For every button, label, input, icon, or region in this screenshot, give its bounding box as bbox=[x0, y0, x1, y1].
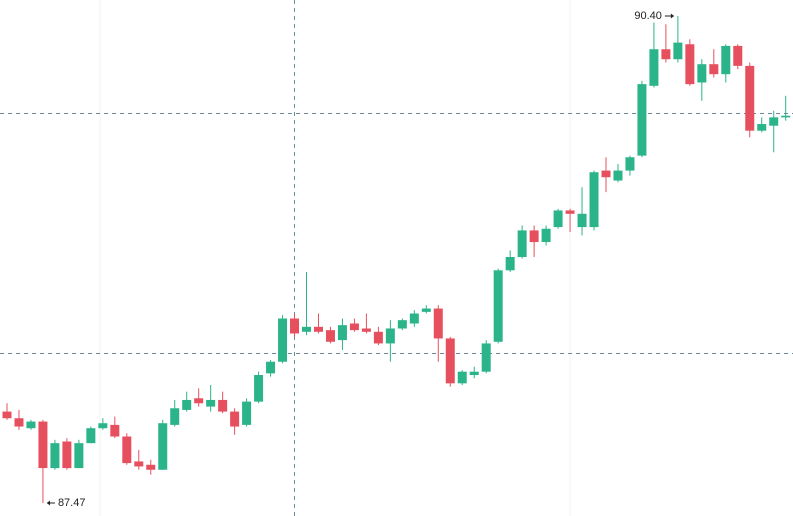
candle-body bbox=[170, 408, 180, 425]
candle-body bbox=[2, 411, 12, 419]
candle-body bbox=[26, 421, 36, 429]
min-label: 87.47 bbox=[58, 497, 86, 509]
candle-body bbox=[373, 331, 383, 344]
candle-body bbox=[98, 423, 108, 429]
candle-body bbox=[397, 320, 407, 329]
candle-body bbox=[721, 45, 731, 75]
candle-body bbox=[469, 371, 479, 376]
candle-body bbox=[385, 328, 395, 344]
candle-body bbox=[230, 411, 240, 427]
candle-body bbox=[685, 44, 695, 85]
candle-body bbox=[409, 313, 419, 324]
candle-body bbox=[541, 228, 551, 243]
candle-body bbox=[361, 328, 371, 332]
candle-body bbox=[769, 117, 779, 126]
candle-body bbox=[50, 443, 60, 469]
candle-body bbox=[565, 210, 575, 214]
candle-body bbox=[649, 49, 659, 86]
candle-body bbox=[433, 308, 443, 339]
candle-body bbox=[781, 115, 791, 118]
candle-body bbox=[86, 428, 96, 444]
candle-body bbox=[278, 318, 288, 362]
candle-body bbox=[493, 270, 503, 342]
candle-body bbox=[349, 323, 359, 331]
candle-body bbox=[553, 210, 563, 228]
candle-body bbox=[74, 443, 84, 469]
candle-body bbox=[481, 343, 491, 372]
candle-body bbox=[325, 330, 335, 342]
candle-body bbox=[457, 371, 467, 384]
candle-body bbox=[110, 424, 120, 437]
candle-body bbox=[601, 170, 611, 178]
candle-body bbox=[62, 441, 72, 469]
candle-body bbox=[302, 326, 311, 332]
candle-body bbox=[14, 418, 24, 427]
min-arrow-head bbox=[46, 500, 50, 506]
candle-body bbox=[266, 361, 276, 374]
candle-body bbox=[625, 157, 635, 171]
candle-body bbox=[517, 230, 527, 258]
candle-body bbox=[337, 325, 347, 341]
candle-body bbox=[194, 398, 204, 404]
candle-body bbox=[577, 213, 587, 228]
candle-body bbox=[254, 375, 264, 402]
candle-body bbox=[421, 308, 431, 312]
candle-body bbox=[733, 45, 743, 66]
candle-body bbox=[529, 230, 539, 243]
candle-body bbox=[697, 64, 707, 83]
candle-body bbox=[637, 84, 647, 156]
candle-body bbox=[122, 436, 132, 464]
candle-body bbox=[661, 49, 671, 60]
candle-body bbox=[757, 124, 767, 131]
candle-body bbox=[290, 318, 300, 334]
candle-body bbox=[613, 170, 623, 181]
candle-body bbox=[242, 401, 252, 425]
candle-body bbox=[313, 326, 323, 332]
candle-body bbox=[182, 399, 192, 410]
candle-body bbox=[38, 421, 48, 469]
candle-body bbox=[206, 399, 216, 407]
candle-body bbox=[505, 257, 515, 271]
candle-body bbox=[709, 64, 719, 75]
max-label: 90.40 bbox=[634, 10, 662, 22]
candle-body bbox=[158, 423, 168, 470]
candle-body bbox=[218, 399, 228, 412]
candle-body bbox=[673, 42, 683, 60]
candle-body bbox=[745, 65, 755, 131]
candle-body bbox=[445, 338, 455, 384]
candle-body bbox=[589, 172, 599, 228]
candle-body bbox=[146, 464, 156, 470]
candle-body bbox=[134, 461, 144, 467]
max-arrow-head bbox=[670, 13, 674, 19]
